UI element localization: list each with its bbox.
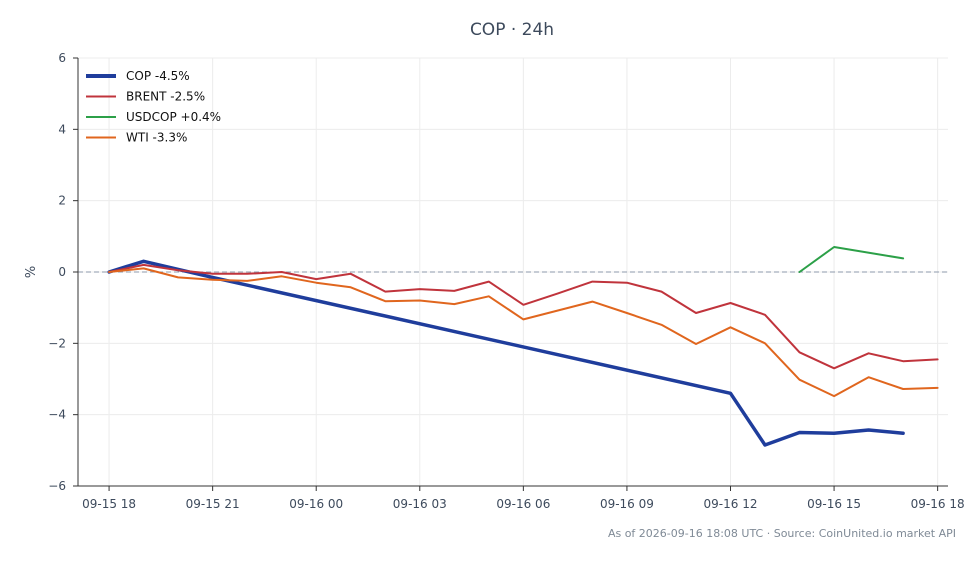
x-tick-label: 09-16 06 bbox=[496, 497, 550, 511]
series-lines bbox=[107, 246, 939, 447]
x-tick-label: 09-16 09 bbox=[600, 497, 654, 511]
x-tick-label: 09-15 21 bbox=[186, 497, 240, 511]
legend: COP -4.5% BRENT -2.5% USDCOP +0.4% WTI -3.3… bbox=[86, 69, 221, 145]
y-tick-label: 0 bbox=[58, 265, 66, 279]
legend-label: BRENT -2.5% bbox=[126, 90, 205, 104]
x-tick-label: 09-16 18 bbox=[911, 497, 965, 511]
series-line-4 bbox=[108, 267, 939, 398]
y-axis-label: % bbox=[24, 266, 39, 278]
x-tick-label: 09-16 15 bbox=[807, 497, 861, 511]
y-tick-label: −4 bbox=[48, 408, 66, 422]
series-line-3 bbox=[798, 246, 905, 273]
x-tick-label: 09-16 03 bbox=[393, 497, 447, 511]
y-tick-label: 6 bbox=[58, 51, 66, 65]
series-line-1 bbox=[107, 259, 905, 447]
y-tick-label: 2 bbox=[58, 194, 66, 208]
x-tick-label: 09-15 18 bbox=[82, 497, 136, 511]
series-line-2 bbox=[108, 263, 939, 370]
legend-label: WTI -3.3% bbox=[126, 131, 187, 145]
legend-label: USDCOP +0.4% bbox=[126, 110, 221, 124]
legend-label: COP -4.5% bbox=[126, 69, 190, 83]
y-tick-label: 4 bbox=[58, 122, 66, 136]
chart-title: COP · 24h bbox=[469, 20, 555, 40]
axes: 09-15 18 09-15 21 09-16 00 09-16 03 09-16 06… bbox=[24, 51, 965, 511]
x-tick-label: 09-16 12 bbox=[704, 497, 758, 511]
source-footer: As of 2026-09-16 18:08 UTC · Source: Coi… bbox=[607, 527, 956, 540]
x-tick-label: 09-16 00 bbox=[289, 497, 343, 511]
y-tick-label: −2 bbox=[48, 336, 66, 350]
y-tick-label: −6 bbox=[48, 479, 66, 493]
